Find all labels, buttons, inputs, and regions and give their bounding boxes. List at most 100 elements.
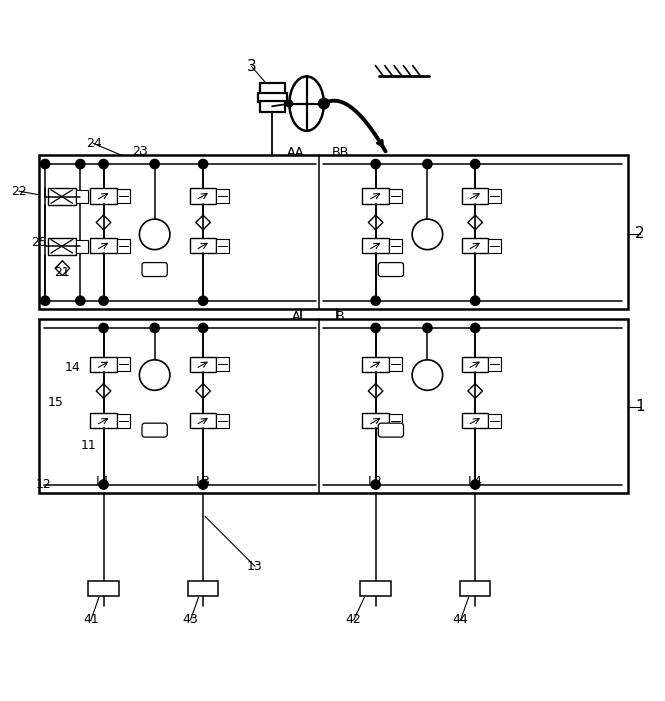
Bar [39,156,628,309]
Circle shape [198,159,207,169]
Bar [90,413,117,428]
Circle shape [471,296,480,306]
Bar [90,357,117,372]
Circle shape [198,323,207,332]
Text: 3: 3 [247,59,257,74]
FancyBboxPatch shape [142,263,168,276]
Text: L3: L3 [196,475,211,488]
Bar [389,238,402,252]
Circle shape [140,360,170,390]
Text: 42: 42 [346,613,362,627]
Bar [117,414,130,428]
Bar [360,581,391,596]
Circle shape [198,480,207,489]
Circle shape [41,296,50,306]
Circle shape [471,159,480,169]
Circle shape [76,159,85,169]
Text: 22: 22 [11,185,27,198]
Bar [216,238,229,252]
Bar [117,238,130,252]
Bar [389,189,402,203]
Circle shape [41,159,50,169]
Text: AA: AA [287,147,305,159]
Bar [259,83,285,94]
Circle shape [412,219,443,250]
Ellipse shape [289,76,324,131]
Bar [462,357,489,372]
Circle shape [319,98,329,109]
Bar [460,581,491,596]
Circle shape [412,360,443,390]
Bar [462,413,489,428]
Circle shape [99,323,108,332]
Bar [76,190,88,203]
FancyBboxPatch shape [142,423,168,437]
Circle shape [198,296,207,306]
Text: 44: 44 [453,613,468,627]
Text: A: A [292,310,301,322]
Bar [489,358,501,372]
Bar [49,238,76,255]
Circle shape [371,296,380,306]
Bar [190,357,216,372]
Circle shape [140,219,170,250]
Bar [88,581,119,596]
Circle shape [371,323,380,332]
Bar [190,238,216,253]
Text: 21: 21 [55,266,70,279]
Circle shape [471,480,480,489]
Bar [117,358,130,372]
Bar [489,414,501,428]
Text: 43: 43 [183,613,198,627]
Bar [188,581,218,596]
Text: L4: L4 [467,475,483,488]
Circle shape [76,296,85,306]
Circle shape [471,323,480,332]
Circle shape [150,159,160,169]
Circle shape [371,480,380,489]
Circle shape [423,323,432,332]
Bar [362,357,389,372]
FancyBboxPatch shape [378,263,404,276]
Text: 41: 41 [83,613,99,627]
Circle shape [286,100,293,107]
Circle shape [371,159,380,169]
Bar [362,189,389,203]
Circle shape [423,159,432,169]
Bar [389,358,402,372]
Bar [489,189,501,203]
Bar [216,414,229,428]
Bar [389,414,402,428]
Bar [49,188,76,205]
FancyBboxPatch shape [378,423,404,437]
Circle shape [99,480,108,489]
Bar [489,238,501,252]
Bar [362,413,389,428]
Text: 23: 23 [132,145,148,158]
Text: BB: BB [332,147,349,159]
Text: 2: 2 [635,226,644,241]
Bar [90,238,117,253]
Text: 14: 14 [65,360,80,374]
Text: 1: 1 [635,400,644,414]
Text: 24: 24 [86,137,102,150]
Text: L1: L1 [96,475,111,488]
Text: 15: 15 [48,396,64,409]
Bar [257,93,287,102]
Bar [90,189,117,203]
Bar [76,240,88,253]
Circle shape [150,323,160,332]
Bar [462,238,489,253]
Bar [216,189,229,203]
Bar [462,189,489,203]
Bar [259,101,285,111]
Text: 25: 25 [31,236,47,249]
Text: B: B [336,310,344,322]
Bar [190,413,216,428]
Circle shape [99,296,108,306]
Bar [362,238,389,253]
Bar [39,320,628,494]
Text: 13: 13 [247,559,263,573]
Text: 11: 11 [81,439,97,452]
Text: 12: 12 [36,478,52,491]
